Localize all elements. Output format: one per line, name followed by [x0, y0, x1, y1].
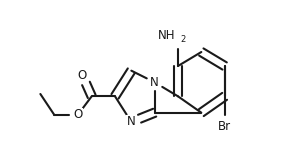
Text: N: N — [150, 76, 159, 89]
Text: Br: Br — [218, 120, 231, 133]
Text: 2: 2 — [181, 35, 186, 44]
Text: NH: NH — [158, 29, 175, 42]
Text: O: O — [78, 69, 87, 82]
Text: O: O — [73, 108, 82, 121]
Text: N: N — [127, 116, 136, 128]
